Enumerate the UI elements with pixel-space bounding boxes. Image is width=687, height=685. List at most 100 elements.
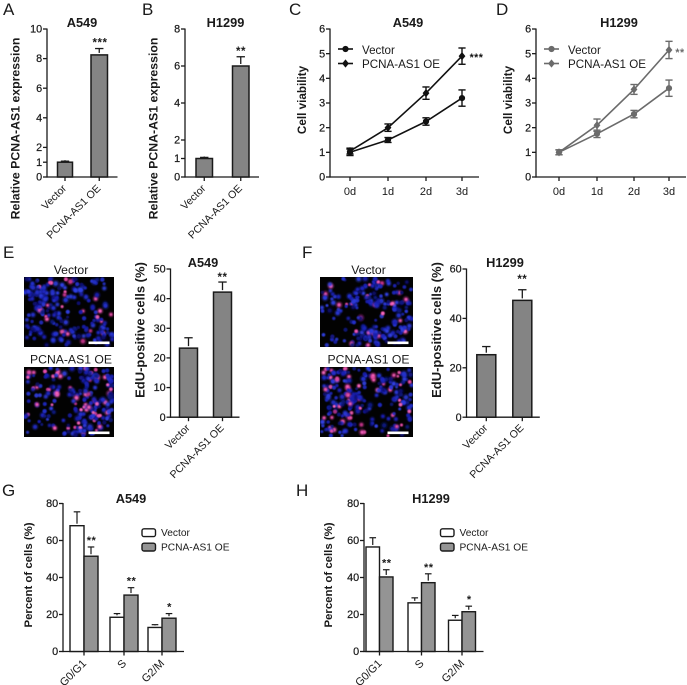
svg-text:**: ** (127, 576, 137, 588)
svg-text:Vector: Vector (54, 263, 89, 277)
svg-text:**: ** (517, 274, 527, 286)
svg-text:40: 40 (46, 572, 58, 584)
svg-text:0: 0 (456, 412, 462, 424)
svg-text:8: 8 (174, 24, 180, 36)
svg-text:1: 1 (174, 153, 180, 165)
svg-text:*: * (467, 594, 472, 606)
svg-text:4: 4 (36, 112, 42, 124)
svg-text:S: S (115, 658, 129, 672)
svg-text:0: 0 (319, 172, 325, 184)
svg-text:0d: 0d (553, 186, 565, 198)
svg-text:20: 20 (154, 353, 166, 365)
svg-text:**: ** (382, 558, 392, 570)
svg-text:PCNA-AS1 OE: PCNA-AS1 OE (328, 353, 410, 367)
svg-text:A549: A549 (67, 15, 98, 30)
svg-text:H: H (296, 481, 308, 500)
svg-text:6: 6 (319, 24, 325, 36)
svg-text:Relative PCNA-AS1 expression: Relative PCNA-AS1 expression (147, 38, 161, 220)
svg-text:0: 0 (52, 646, 58, 658)
svg-text:Vector: Vector (179, 182, 209, 212)
svg-text:Vector: Vector (461, 422, 491, 452)
svg-text:**: ** (87, 535, 97, 547)
svg-text:2: 2 (174, 135, 180, 147)
svg-text:0: 0 (36, 172, 42, 184)
svg-text:2d: 2d (628, 186, 640, 198)
svg-text:6: 6 (36, 83, 42, 95)
svg-text:G0/G1: G0/G1 (353, 658, 384, 685)
svg-text:Vector: Vector (568, 44, 601, 57)
svg-text:0: 0 (525, 172, 531, 184)
svg-text:2: 2 (36, 142, 42, 154)
svg-text:4: 4 (174, 98, 180, 110)
svg-text:PCNA-AS1 OE: PCNA-AS1 OE (460, 543, 529, 554)
svg-text:E: E (3, 243, 14, 262)
svg-text:Relative PCNA-AS1 expression: Relative PCNA-AS1 expression (8, 38, 22, 220)
svg-text:1: 1 (36, 157, 42, 169)
svg-text:H1299: H1299 (486, 255, 524, 270)
svg-text:G2/M: G2/M (440, 658, 468, 685)
svg-text:0: 0 (174, 172, 180, 184)
svg-text:1d: 1d (382, 186, 394, 198)
svg-text:10: 10 (154, 382, 166, 394)
svg-text:PCNA-AS1 OE: PCNA-AS1 OE (161, 543, 230, 554)
svg-text:8: 8 (36, 53, 42, 65)
svg-text:Vector: Vector (161, 528, 190, 539)
svg-text:Percent of cells (%): Percent of cells (%) (323, 522, 335, 627)
svg-text:G: G (2, 481, 15, 500)
svg-text:10: 10 (30, 24, 42, 36)
svg-text:EdU-positive cells (%): EdU-positive cells (%) (429, 262, 444, 398)
svg-text:S: S (413, 658, 427, 672)
svg-text:PCNA-AS1 OE: PCNA-AS1 OE (362, 58, 440, 71)
svg-text:5: 5 (319, 48, 325, 60)
svg-text:40: 40 (450, 313, 462, 325)
svg-text:EdU-positive cells (%): EdU-positive cells (%) (133, 262, 148, 398)
svg-text:G0/G1: G0/G1 (58, 658, 89, 685)
svg-text:Vector: Vector (39, 182, 69, 212)
svg-text:C: C (289, 0, 301, 19)
svg-text:40: 40 (347, 572, 359, 584)
svg-text:***: *** (470, 52, 484, 64)
svg-text:A549: A549 (188, 255, 219, 270)
svg-text:**: ** (236, 46, 246, 58)
svg-text:Vector: Vector (460, 528, 489, 539)
svg-text:50: 50 (154, 264, 166, 276)
svg-text:60: 60 (450, 264, 462, 276)
svg-text:Vector: Vector (351, 263, 386, 277)
svg-text:**: ** (218, 272, 228, 284)
svg-text:PCNA-AS1 OE: PCNA-AS1 OE (568, 58, 646, 71)
svg-text:H1299: H1299 (412, 491, 450, 506)
svg-text:20: 20 (46, 609, 58, 621)
svg-text:Cell viability: Cell viability (502, 65, 515, 134)
svg-text:0: 0 (353, 646, 359, 658)
svg-text:Cell viability: Cell viability (296, 65, 309, 134)
svg-text:1: 1 (525, 147, 531, 159)
svg-text:H1299: H1299 (600, 15, 638, 30)
svg-text:20: 20 (347, 609, 359, 621)
svg-text:6: 6 (525, 24, 531, 36)
svg-text:Vector: Vector (362, 44, 395, 57)
svg-text:30: 30 (154, 323, 166, 335)
svg-text:Vector: Vector (163, 422, 193, 452)
svg-text:2d: 2d (420, 186, 432, 198)
svg-text:40: 40 (154, 293, 166, 305)
svg-text:2: 2 (319, 122, 325, 134)
svg-text:*: * (167, 602, 172, 614)
svg-text:80: 80 (46, 498, 58, 510)
svg-text:A549: A549 (116, 491, 147, 506)
svg-text:F: F (302, 243, 312, 262)
svg-text:***: *** (93, 38, 108, 50)
svg-text:**: ** (675, 47, 685, 59)
svg-text:0: 0 (160, 412, 166, 424)
svg-text:Percent of cells (%): Percent of cells (%) (23, 522, 35, 627)
svg-text:PCNA-AS1 OE: PCNA-AS1 OE (30, 353, 112, 367)
svg-text:5: 5 (525, 48, 531, 60)
svg-text:4: 4 (319, 73, 325, 85)
svg-text:2: 2 (525, 122, 531, 134)
svg-text:6: 6 (174, 61, 180, 73)
svg-text:60: 60 (46, 535, 58, 547)
svg-text:**: ** (424, 562, 434, 574)
svg-text:A549: A549 (393, 15, 424, 30)
svg-text:4: 4 (525, 73, 531, 85)
svg-text:80: 80 (347, 498, 359, 510)
svg-text:3d: 3d (456, 186, 468, 198)
